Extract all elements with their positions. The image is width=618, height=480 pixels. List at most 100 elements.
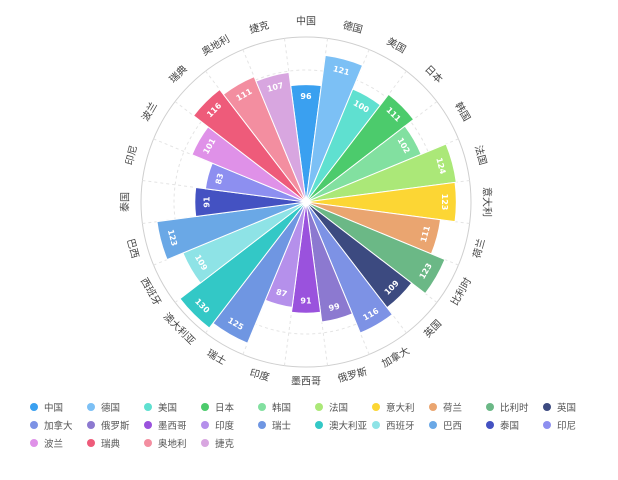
legend-swatch <box>486 403 494 411</box>
legend-item[interactable]: 瑞士 <box>258 418 315 432</box>
legend-label: 英国 <box>557 403 577 414</box>
legend-swatch <box>315 403 323 411</box>
legend-item[interactable]: 德国 <box>87 400 144 414</box>
legend-label: 波兰 <box>44 439 64 450</box>
category-label: 印尼 <box>123 144 140 166</box>
category-label: 荷兰 <box>470 237 488 260</box>
legend-swatch <box>144 403 152 411</box>
category-label: 德国 <box>342 18 365 36</box>
petal[interactable] <box>255 71 307 203</box>
category-label: 澳大利亚 <box>161 310 198 347</box>
legend-item[interactable]: 澳大利亚 <box>315 418 372 432</box>
legend-label: 澳大利亚 <box>329 421 368 432</box>
legend-item[interactable]: 美国 <box>144 400 201 414</box>
legend-item[interactable]: 法国 <box>315 400 372 414</box>
legend-label: 法国 <box>329 403 349 414</box>
legend-item[interactable]: 中国 <box>30 400 87 414</box>
legend-swatch <box>87 403 95 411</box>
petal[interactable] <box>192 88 307 203</box>
value-label: 123 <box>440 194 449 211</box>
legend-label: 比利时 <box>500 403 529 414</box>
legend-label: 巴西 <box>443 421 463 432</box>
legend-swatch <box>486 421 494 429</box>
legend-item[interactable]: 波兰 <box>30 436 87 450</box>
legend-item[interactable]: 西班牙 <box>372 418 429 432</box>
value-label: 123 <box>166 229 179 247</box>
legend-swatch <box>372 403 380 411</box>
value-label: 83 <box>214 172 226 185</box>
value-label: 124 <box>434 157 447 176</box>
category-label: 西班牙 <box>138 276 163 308</box>
petals <box>156 54 457 344</box>
legend-item[interactable]: 英国 <box>543 400 600 414</box>
petal[interactable] <box>305 201 446 295</box>
legend-item[interactable]: 日本 <box>201 400 258 414</box>
value-label: 99 <box>328 301 342 313</box>
legend-item[interactable]: 瑞典 <box>87 436 144 450</box>
legend-item[interactable]: 荷兰 <box>429 400 486 414</box>
legend-swatch <box>429 421 437 429</box>
legend-label: 印度 <box>215 421 235 432</box>
legend-label: 瑞士 <box>272 421 292 432</box>
value-label: 87 <box>275 287 288 299</box>
category-label: 泰国 <box>119 192 132 212</box>
category-label: 中国 <box>296 15 316 28</box>
legend-item[interactable]: 印尼 <box>543 418 600 432</box>
legend-label: 西班牙 <box>386 421 415 432</box>
legend-item[interactable]: 意大利 <box>372 400 429 414</box>
legend-swatch <box>315 421 323 429</box>
petal[interactable] <box>305 201 394 334</box>
legend-swatch <box>258 403 266 411</box>
legend-swatch <box>429 403 437 411</box>
legend-swatch <box>30 439 38 447</box>
legend-item[interactable]: 韩国 <box>258 400 315 414</box>
legend-item[interactable]: 奥地利 <box>144 436 201 450</box>
category-label: 捷克 <box>248 18 271 36</box>
category-label: 瑞典 <box>166 62 189 85</box>
legend-swatch <box>543 421 551 429</box>
legend-swatch <box>30 403 38 411</box>
legend-label: 加拿大 <box>44 421 73 432</box>
legend-label: 奥地利 <box>158 439 187 450</box>
petal[interactable] <box>305 93 415 203</box>
legend-label: 墨西哥 <box>158 421 187 432</box>
petal[interactable] <box>194 186 307 218</box>
value-label: 107 <box>266 81 284 94</box>
legend-swatch <box>543 403 551 411</box>
legend-swatch <box>144 439 152 447</box>
legend-item[interactable]: 捷克 <box>201 436 258 450</box>
category-label: 波兰 <box>139 100 160 124</box>
legend-item[interactable]: 印度 <box>201 418 258 432</box>
value-label: 91 <box>300 297 312 306</box>
legend-item[interactable]: 墨西哥 <box>144 418 201 432</box>
value-label: 121 <box>332 64 351 77</box>
legend-swatch <box>258 421 266 429</box>
petal[interactable] <box>156 201 307 261</box>
petal[interactable] <box>305 54 364 203</box>
legend-swatch <box>87 421 95 429</box>
category-label: 印度 <box>248 366 271 384</box>
legend-item[interactable]: 俄罗斯 <box>87 418 144 432</box>
petal[interactable] <box>305 201 353 323</box>
petal[interactable] <box>290 201 322 314</box>
legend-label: 荷兰 <box>443 403 463 414</box>
category-label: 巴西 <box>124 237 141 259</box>
value-label: 91 <box>202 196 211 208</box>
category-label: 意大利 <box>481 187 494 217</box>
petal[interactable] <box>179 201 307 329</box>
legend-label: 韩国 <box>272 403 292 414</box>
petal[interactable] <box>222 76 307 203</box>
petal[interactable] <box>305 181 457 223</box>
legend-item[interactable]: 比利时 <box>486 400 543 414</box>
legend-swatch <box>144 421 152 429</box>
legend-item[interactable]: 加拿大 <box>30 418 87 432</box>
legend-item[interactable]: 巴西 <box>429 418 486 432</box>
legend-swatch <box>201 403 209 411</box>
category-label: 美国 <box>385 35 409 56</box>
category-label: 奥地利 <box>199 32 231 58</box>
legend-label: 捷克 <box>215 439 235 450</box>
legend-label: 意大利 <box>386 403 415 414</box>
legend-item[interactable]: 泰国 <box>486 418 543 432</box>
petal[interactable] <box>305 143 457 203</box>
